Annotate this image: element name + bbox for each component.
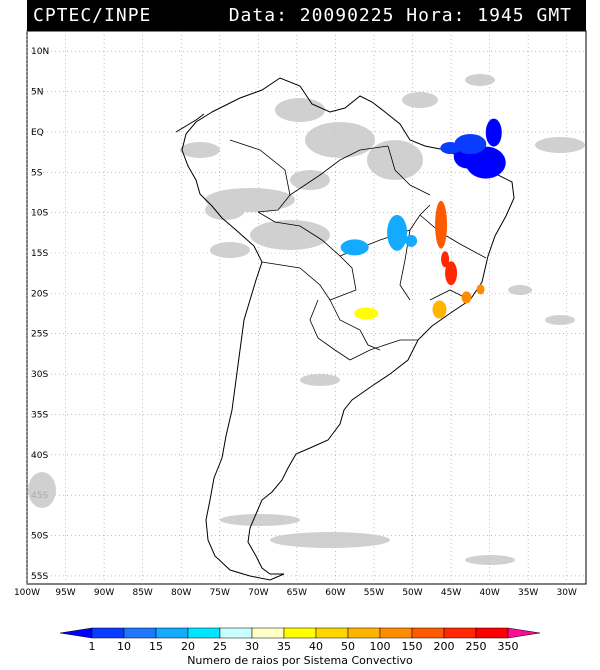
colorbar-swatch [507, 627, 541, 639]
lon-tick-label: 40W [479, 588, 499, 598]
lon-tick-label: 95W [55, 588, 75, 598]
lon-tick-label: 80W [171, 588, 191, 598]
colorbar-title: Numero de raios por Sistema Convectivo [187, 654, 413, 667]
colorbar-label: 50 [341, 640, 355, 653]
coastline [175, 77, 515, 581]
lon-tick-label: 45W [441, 588, 461, 598]
colorbar-label: 35 [277, 640, 291, 653]
colorbar-label: 15 [149, 640, 163, 653]
lon-tick-label: 65W [287, 588, 307, 598]
convective-system [432, 300, 447, 319]
colorbar-label: 10 [117, 640, 131, 653]
lat-tick-label: 5N [31, 88, 43, 98]
lon-tick-label: 50W [402, 588, 422, 598]
colorbar-label: 100 [370, 640, 391, 653]
colorbar-label: 25 [213, 640, 227, 653]
lat-tick-label: 5S [31, 168, 43, 178]
lon-tick-label: 85W [132, 588, 152, 598]
colorbar-label: 200 [434, 640, 455, 653]
colorbar-swatch [411, 627, 445, 639]
colorbar-label: 20 [181, 640, 195, 653]
lat-tick-label: 10N [31, 47, 49, 57]
colorbar-swatch [315, 627, 349, 639]
lat-tick-label: 15S [31, 249, 48, 259]
colorbar-swatch [219, 627, 253, 639]
convective-system [387, 214, 418, 251]
colorbar-label: 1 [89, 640, 96, 653]
convective-system [435, 200, 448, 249]
lon-tick-label: 55W [364, 588, 384, 598]
convective-system [441, 251, 458, 286]
lat-tick-label: 10S [31, 209, 48, 219]
lat-tick-label: EQ [31, 128, 44, 138]
lon-tick-label: 90W [94, 588, 114, 598]
lat-tick-label: 40S [31, 451, 48, 461]
colorbar-swatch [91, 627, 125, 639]
colorbar-swatch [251, 627, 285, 639]
colorbar-label: 250 [466, 640, 487, 653]
colorbar-label: 40 [309, 640, 323, 653]
lon-tick-label: 35W [518, 588, 538, 598]
colorbar-swatch [59, 627, 93, 639]
map-header: CPTEC/INPE Data: 20090225 Hora: 1945 GMT [27, 0, 586, 31]
graticule: 10N5NEQ5S10S15S20S25S30S35S40S45S50S55S1… [14, 31, 586, 598]
colorbar-swatch [475, 627, 509, 639]
lon-tick-label: 75W [210, 588, 230, 598]
lat-tick-label: 50S [31, 532, 48, 542]
colorbar-label: 150 [402, 640, 423, 653]
convective-system [340, 239, 369, 256]
colorbar-swatch [443, 627, 477, 639]
colorbar-swatch [155, 627, 189, 639]
lat-tick-label: 30S [31, 370, 48, 380]
colorbar-swatch [283, 627, 317, 639]
lat-tick-label: 35S [31, 410, 48, 420]
colorbar: 1 10 15 20 25 30 35 40 50 100 150 200 250 350 Numero d… [59, 627, 541, 667]
lon-tick-label: 100W [14, 588, 40, 598]
lon-tick-label: 60W [325, 588, 345, 598]
convective-system [354, 307, 379, 320]
lon-tick-label: 30W [557, 588, 577, 598]
brand-label: CPTEC/INPE [33, 5, 152, 26]
lat-tick-label: 55S [31, 572, 48, 582]
convective-systems [340, 118, 506, 320]
colorbar-swatch [347, 627, 381, 639]
convective-system [461, 284, 485, 304]
lat-tick-label: 20S [31, 289, 48, 299]
colorbar-swatch [379, 627, 413, 639]
convective-system [440, 134, 487, 155]
colorbar-label: 350 [498, 640, 519, 653]
datetime-label: Data: 20090225 Hora: 1945 GMT [228, 5, 572, 26]
colorbar-label: 30 [245, 640, 259, 653]
lon-tick-label: 70W [248, 588, 268, 598]
colorbar-swatch [123, 627, 157, 639]
lat-tick-label: 25S [31, 330, 48, 340]
colorbar-swatch [187, 627, 221, 639]
